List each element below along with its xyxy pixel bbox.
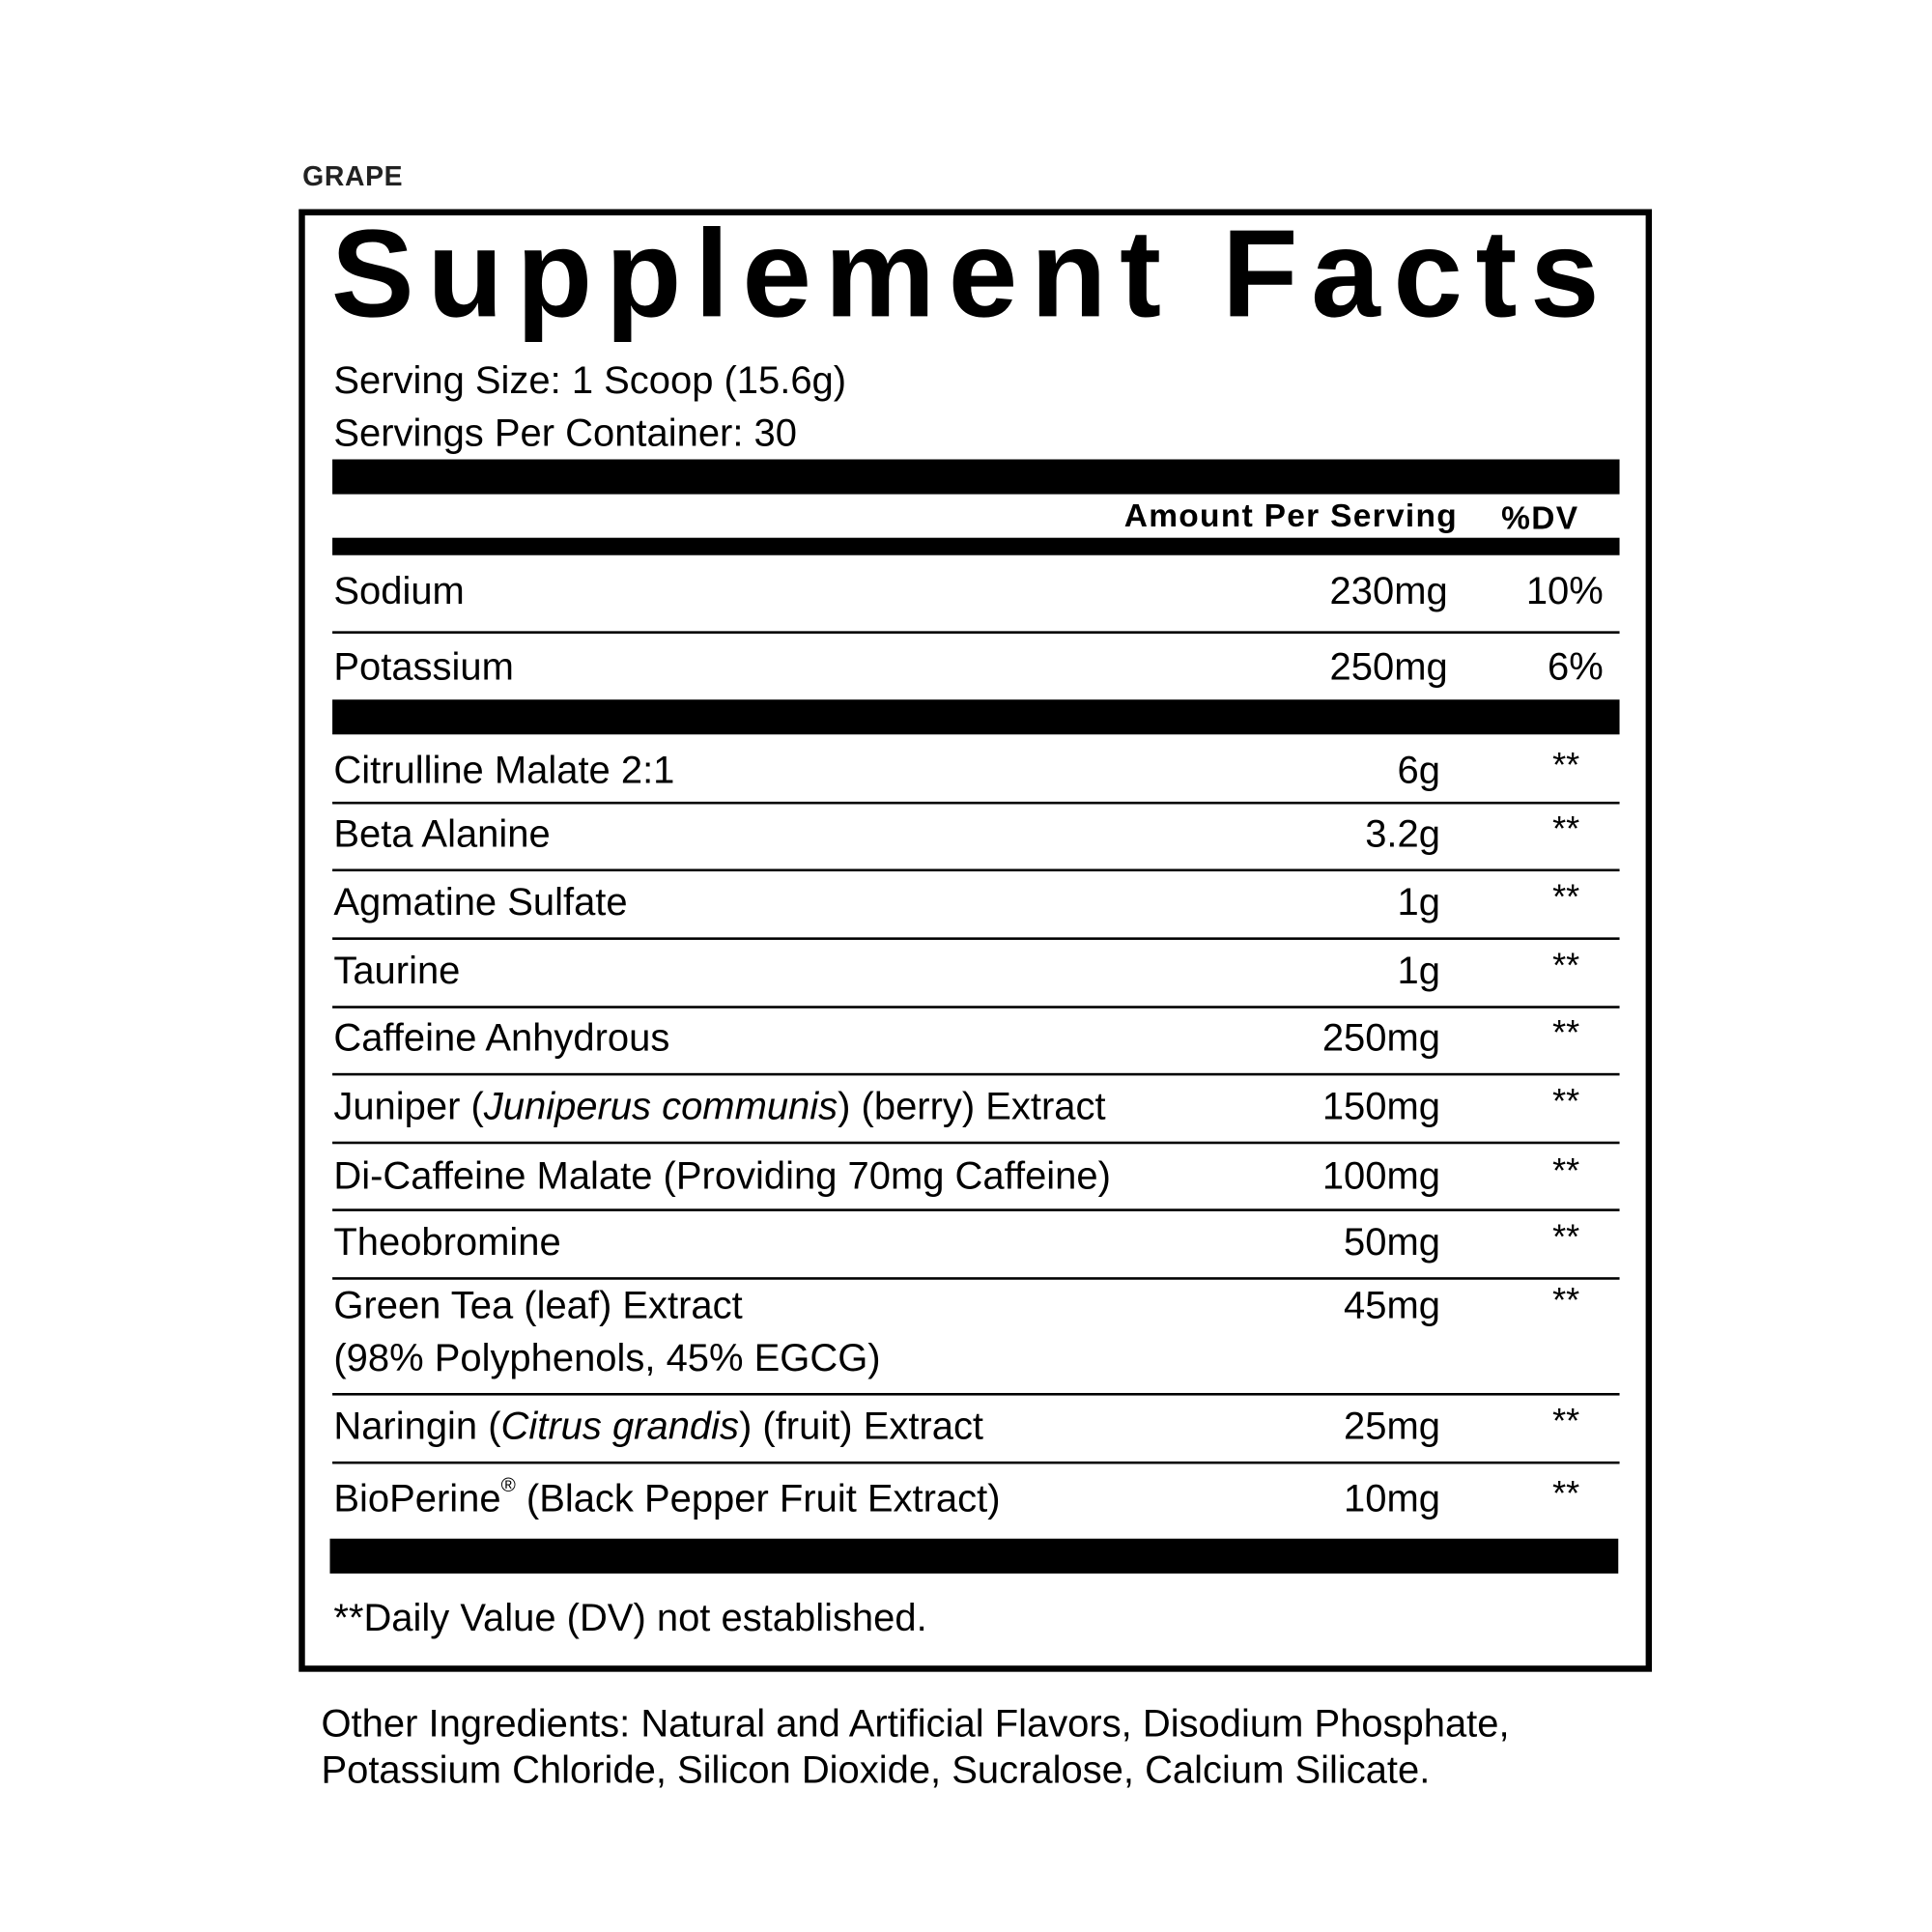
row-divider — [332, 1072, 1620, 1076]
ingredient-amount: 50mg — [1344, 1219, 1440, 1264]
nutrient-name: Potassium — [333, 644, 514, 689]
row-divider — [332, 801, 1620, 805]
row-divider — [332, 631, 1620, 634]
nutrient-amount: 250mg — [1329, 644, 1448, 689]
registered-mark: ® — [500, 1475, 516, 1496]
ingredient-name-part: Citrulline Malate 2:1 — [333, 748, 675, 792]
ingredient-name-part: Juniperus communis — [483, 1084, 838, 1128]
ingredient-name-part: Juniper ( — [333, 1084, 484, 1128]
row-divider — [332, 1277, 1620, 1280]
ingredient-amount: 1g — [1397, 948, 1440, 993]
ingredient-name: Green Tea (leaf) Extract — [333, 1286, 742, 1324]
thick-divider — [332, 699, 1620, 735]
ingredient-amount: 25mg — [1344, 1404, 1440, 1448]
ingredient-amount: 150mg — [1321, 1084, 1440, 1128]
ingredient-dv: ** — [1552, 946, 1580, 985]
flavor-label: GRAPE — [302, 160, 404, 192]
ingredient-amount: 250mg — [1321, 1015, 1440, 1060]
nutrient-dv: 10% — [1525, 568, 1604, 613]
ingredient-name: Agmatine Sulfate — [333, 883, 627, 922]
ingredient-dv: ** — [1552, 1473, 1580, 1513]
ingredient-amount: 6g — [1397, 748, 1440, 792]
ingredient-dv: ** — [1552, 745, 1580, 784]
ingredient-name-part: Theobromine — [333, 1219, 561, 1264]
ingredient-name: Citrulline Malate 2:1 — [333, 751, 674, 789]
ingredient-name-part: ) (fruit) Extract — [739, 1404, 984, 1448]
ingredient-name: BioPerine® (Black Pepper Fruit Extract) — [333, 1476, 1001, 1520]
footnote: **Daily Value (DV) not established. — [333, 1596, 927, 1640]
row-divider — [332, 1461, 1620, 1464]
thick-divider — [332, 537, 1620, 555]
ingredient-dv: ** — [1552, 1151, 1580, 1190]
ingredient-name-part: (Black Pepper Fruit Extract) — [515, 1476, 1001, 1520]
other-ingredients-line: Other Ingredients: Natural and Artificia… — [321, 1701, 1510, 1746]
ingredient-name: Taurine — [333, 952, 460, 990]
facts-panel-border — [298, 209, 1653, 1672]
ingredient-name: Di-Caffeine Malate (Providing 70mg Caffe… — [333, 1156, 1111, 1195]
ingredient-dv: ** — [1552, 1217, 1580, 1257]
ingredient-name-line2: (98% Polyphenols, 45% EGCG) — [333, 1335, 881, 1379]
ingredient-name: Juniper (Juniperus communis) (berry) Ext… — [333, 1087, 1105, 1125]
ingredient-name-part: Taurine — [333, 948, 461, 993]
ingredient-name-part: BioPerine — [333, 1476, 501, 1520]
thick-divider — [329, 1538, 1619, 1574]
panel-title: Supplement Facts — [330, 204, 1613, 344]
ingredient-name: Beta Alanine — [333, 814, 550, 853]
thick-divider — [332, 459, 1620, 495]
row-divider — [332, 937, 1620, 940]
row-divider — [332, 1141, 1620, 1145]
ingredient-name-part: ) (berry) Extract — [838, 1084, 1106, 1128]
serving-size: Serving Size: 1 Scoop (15.6g) — [333, 358, 847, 403]
nutrient-amount: 230mg — [1329, 568, 1448, 613]
other-ingredients-line: Potassium Chloride, Silicon Dioxide, Suc… — [321, 1747, 1431, 1792]
row-divider — [332, 868, 1620, 872]
nutrient-dv: 6% — [1548, 644, 1604, 689]
row-divider — [332, 1393, 1620, 1396]
ingredient-dv: ** — [1552, 1281, 1580, 1320]
ingredient-amount: 10mg — [1344, 1476, 1440, 1520]
ingredient-name-part: Naringin ( — [333, 1404, 501, 1448]
ingredient-name-part: Agmatine Sulfate — [333, 880, 628, 924]
ingredient-name: Naringin (Citrus grandis) (fruit) Extrac… — [333, 1406, 983, 1445]
ingredient-name: Caffeine Anhydrous — [333, 1018, 669, 1057]
nutrient-name: Sodium — [333, 568, 465, 613]
ingredient-name-part: Citrus grandis — [500, 1404, 740, 1448]
ingredient-dv: ** — [1552, 1081, 1580, 1121]
ingredient-name-part: Green Tea (leaf) Extract — [333, 1283, 743, 1327]
servings-per-container: Servings Per Container: 30 — [333, 411, 798, 455]
ingredient-amount: 1g — [1397, 880, 1440, 924]
row-divider — [332, 1208, 1620, 1211]
amount-per-serving-header: Amount Per Serving — [1123, 497, 1459, 534]
ingredient-name-part: Caffeine Anhydrous — [333, 1015, 670, 1060]
dv-header: %DV — [1501, 498, 1579, 537]
ingredient-dv: ** — [1552, 877, 1580, 917]
ingredient-name: Theobromine — [333, 1222, 560, 1261]
row-divider — [332, 1006, 1620, 1009]
ingredient-name-part: Di-Caffeine Malate (Providing 70mg Caffe… — [333, 1153, 1111, 1198]
ingredient-name-part: Beta Alanine — [333, 811, 551, 856]
ingredient-dv: ** — [1552, 1012, 1580, 1052]
ingredient-amount: 100mg — [1321, 1153, 1440, 1198]
ingredient-dv: ** — [1552, 1402, 1580, 1440]
ingredient-amount: 3.2g — [1365, 811, 1440, 856]
ingredient-dv: ** — [1552, 809, 1580, 848]
ingredient-amount: 45mg — [1344, 1283, 1440, 1327]
